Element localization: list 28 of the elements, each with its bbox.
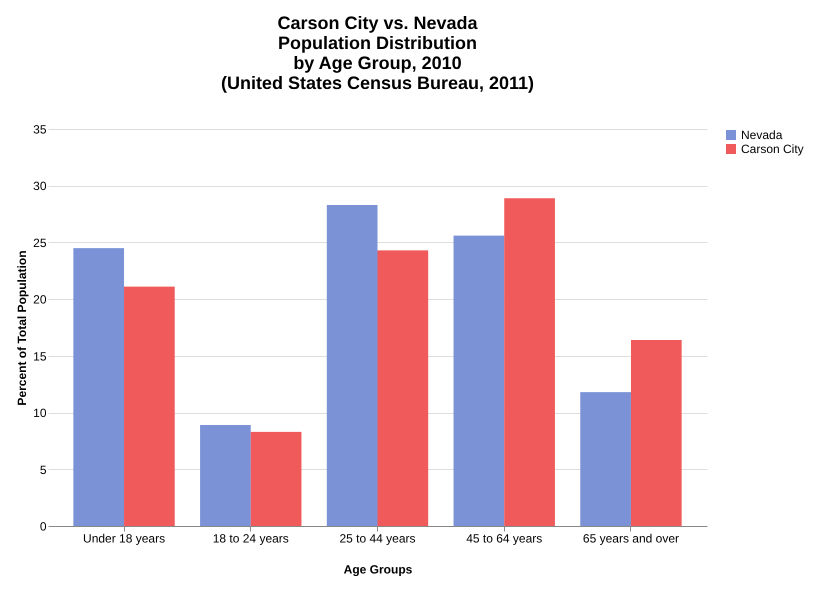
bar bbox=[454, 236, 504, 526]
x-axis-title: Age Groups bbox=[344, 562, 413, 576]
y-tick-label: 25 bbox=[33, 236, 47, 250]
bar bbox=[580, 392, 631, 526]
legend-label: Nevada bbox=[741, 128, 783, 142]
y-tick-label: 35 bbox=[33, 122, 47, 136]
bar bbox=[200, 425, 251, 526]
y-tick-label: 20 bbox=[33, 292, 47, 307]
y-tick-label: 10 bbox=[33, 406, 47, 420]
bar bbox=[73, 248, 124, 526]
y-axis-title: Percent of Total Population bbox=[15, 250, 30, 406]
x-tick-label: 45 to 64 years bbox=[466, 532, 542, 546]
bar bbox=[378, 250, 428, 526]
x-tick-label: Under 18 years bbox=[83, 532, 166, 546]
chart-title: Carson City vs. Nevada Population Distribution by Age Group, 2010 (United States Census Bureau, 2011) bbox=[220, 13, 534, 93]
y-tick-label: 15 bbox=[33, 349, 47, 364]
y-tick-label: 30 bbox=[33, 179, 47, 194]
x-tick-label: 18 to 24 years bbox=[212, 532, 289, 546]
bar bbox=[124, 286, 175, 526]
y-tick-label: 0 bbox=[40, 520, 47, 534]
bar bbox=[326, 204, 378, 526]
bar bbox=[250, 432, 302, 526]
x-tick-label: 65 years and over bbox=[582, 532, 679, 546]
legend-label: Carson City bbox=[741, 142, 804, 156]
bar bbox=[504, 198, 555, 526]
y-tick-label: 5 bbox=[40, 462, 47, 477]
x-tick-label: 25 to 44 years bbox=[339, 532, 416, 546]
bar bbox=[630, 340, 682, 526]
